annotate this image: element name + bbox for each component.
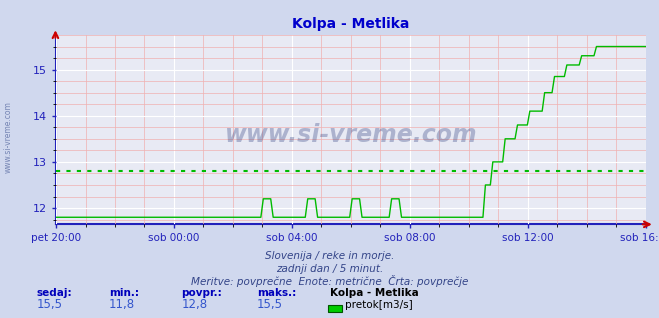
Text: www.si-vreme.com: www.si-vreme.com (4, 101, 13, 173)
Text: 12,8: 12,8 (181, 299, 208, 311)
Text: Meritve: povprečne  Enote: metrične  Črta: povprečje: Meritve: povprečne Enote: metrične Črta:… (191, 275, 468, 287)
Text: povpr.:: povpr.: (181, 288, 222, 298)
Text: min.:: min.: (109, 288, 139, 298)
Text: www.si-vreme.com: www.si-vreme.com (225, 123, 477, 147)
Text: pretok[m3/s]: pretok[m3/s] (345, 301, 413, 310)
Text: maks.:: maks.: (257, 288, 297, 298)
Title: Kolpa - Metlika: Kolpa - Metlika (292, 17, 410, 31)
Text: zadnji dan / 5 minut.: zadnji dan / 5 minut. (276, 264, 383, 274)
Text: Slovenija / reke in morje.: Slovenija / reke in morje. (265, 251, 394, 261)
Text: sedaj:: sedaj: (36, 288, 72, 298)
Text: Kolpa - Metlika: Kolpa - Metlika (330, 288, 418, 298)
Text: 15,5: 15,5 (257, 299, 283, 311)
Text: 15,5: 15,5 (36, 299, 62, 311)
Text: 11,8: 11,8 (109, 299, 135, 311)
